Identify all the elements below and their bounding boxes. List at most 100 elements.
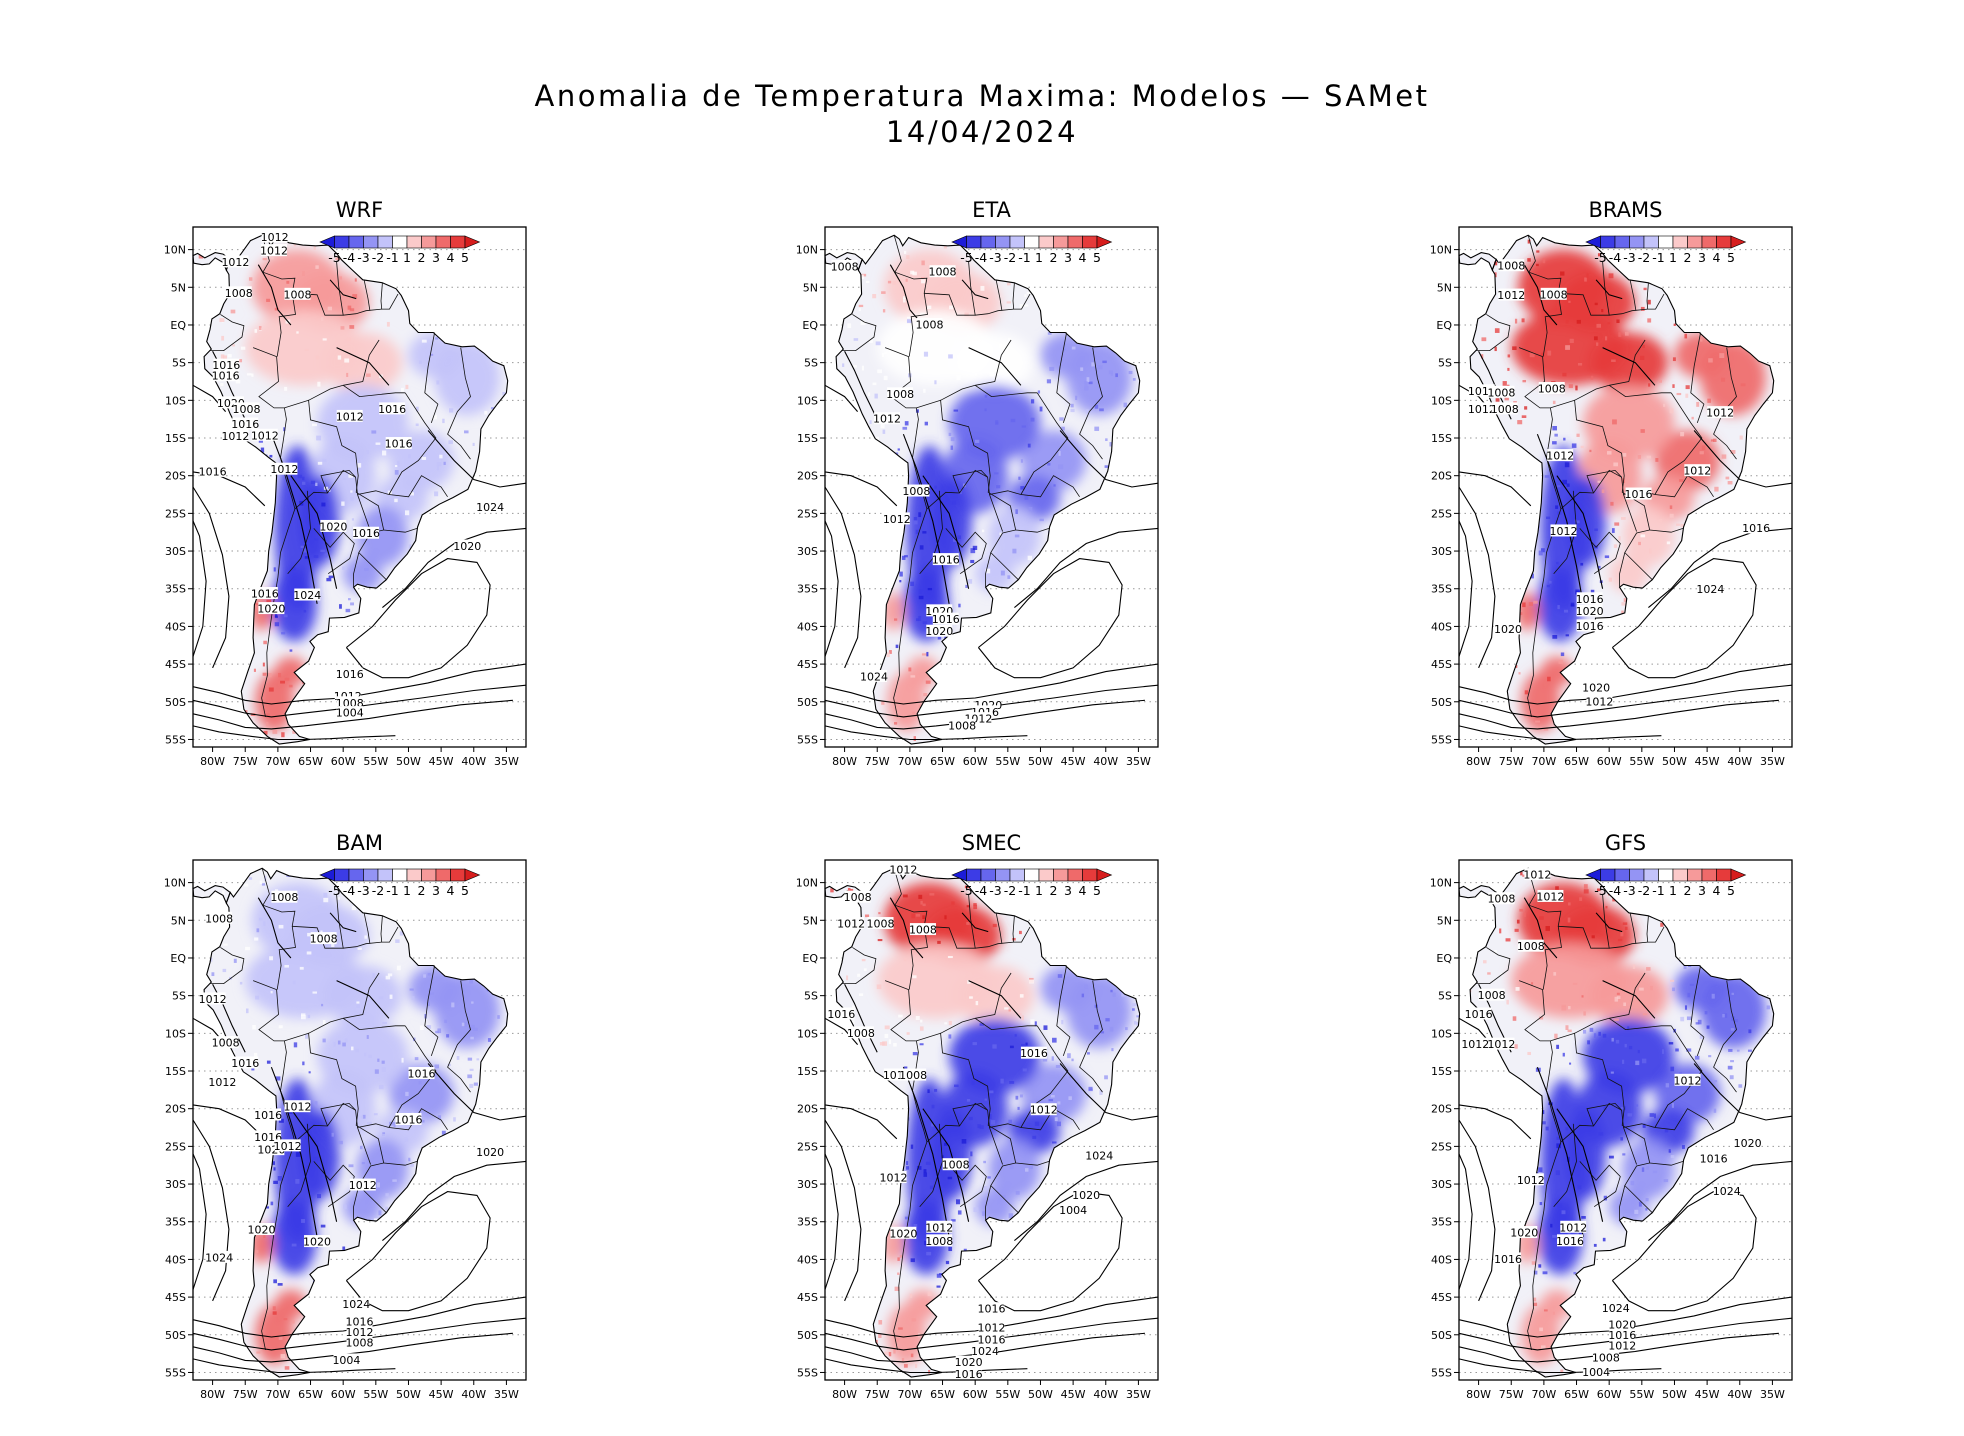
isobar-label: 1012 — [978, 1322, 1006, 1335]
colorbar-swatch — [1067, 235, 1083, 249]
isobar-label: 1012 — [221, 430, 249, 443]
isobar-label-box — [261, 230, 288, 243]
lat-tick-label: 25S — [797, 1140, 818, 1153]
isobar-label: 1008 — [902, 485, 930, 498]
isobar-label-box — [1498, 259, 1525, 272]
anomaly-region-south — [1609, 1187, 1649, 1226]
isobar-label-box — [271, 462, 298, 475]
colorbar-swatch — [966, 868, 982, 882]
isobar-label: 1020 — [1510, 1227, 1538, 1240]
isobar-label-box — [880, 1171, 907, 1184]
isobar-label: 1012 — [1468, 403, 1496, 416]
colorbar-swatch — [348, 235, 364, 249]
lat-tick-label: 50S — [797, 696, 818, 709]
isobar-label: 1020 — [1494, 623, 1522, 636]
lat-tick-label: EQ — [170, 952, 186, 965]
isobar-label: 1016 — [394, 1114, 422, 1127]
isobar-label: 1008 — [205, 912, 233, 925]
colorbar-label: -5 — [328, 250, 340, 265]
colorbar-swatch — [1038, 235, 1054, 249]
isobar-label-box — [1086, 1149, 1113, 1162]
isobar-label-box — [900, 1068, 927, 1081]
isobar-label-box — [225, 286, 252, 299]
colorbar-label: -4 — [1609, 883, 1622, 898]
isobar-label-box — [978, 1302, 1005, 1315]
isobar-label-box — [1491, 402, 1518, 415]
isobar-contours — [192, 897, 527, 1374]
isobar-label-box — [1592, 1351, 1619, 1364]
anomaly-region-northeast — [1040, 332, 1093, 378]
coastline — [203, 867, 509, 1378]
colorbar-label: 2 — [418, 250, 426, 265]
anomaly-region-andes — [300, 475, 340, 567]
colorbar-swatch — [450, 235, 466, 249]
lat-tick-label: 10N — [1430, 244, 1452, 257]
lat-tick-label: 55S — [1431, 733, 1452, 746]
isobar-label-box — [1468, 402, 1495, 415]
isobar-label-box — [955, 1367, 982, 1380]
isobar-label-box — [929, 265, 956, 278]
isobar-label-box — [916, 317, 943, 330]
isobar-label: 1012 — [221, 256, 249, 269]
lat-tick-label: 5S — [1438, 990, 1452, 1003]
colorbar-swatch — [1687, 868, 1703, 882]
isobar-label-box — [353, 526, 380, 539]
lat-tick-label: EQ — [802, 952, 818, 965]
colorbar-arrow-high — [1096, 868, 1113, 882]
lat-tick-label: 5N — [803, 281, 818, 294]
lon-tick-label: 80W — [1466, 1388, 1491, 1401]
isobar-label: 1020 — [1576, 605, 1604, 618]
colorbar-swatch — [1082, 235, 1098, 249]
isobar-label-box — [336, 409, 363, 422]
lon-tick-label: 70W — [897, 755, 922, 768]
panel-title: BAM — [336, 831, 383, 855]
colorbar-swatch — [421, 235, 437, 249]
lat-tick-label: 55S — [165, 733, 186, 746]
lon-tick-label: 70W — [1531, 755, 1556, 768]
lon-tick-label: 65W — [1564, 755, 1589, 768]
colorbar-arrow-high — [464, 868, 481, 882]
colorbar-label: -2 — [372, 250, 384, 265]
colorbar-label: -3 — [989, 250, 1001, 265]
lon-tick-label: 70W — [265, 1388, 290, 1401]
colorbar-swatch — [1614, 235, 1630, 249]
lat-tick-label: 55S — [797, 733, 818, 746]
colorbar-swatch — [1082, 868, 1098, 882]
isobar-label-box — [1560, 1220, 1587, 1233]
colorbar-label: 2 — [1050, 883, 1058, 898]
lat-tick-label: 5S — [804, 357, 818, 370]
anomaly-region-amazon — [1589, 965, 1668, 1026]
panel-title: GFS — [1605, 831, 1646, 855]
isobar-label: 1012 — [1546, 450, 1574, 463]
isobar-label-box — [343, 1297, 370, 1310]
lon-tick-label: 50W — [1662, 755, 1687, 768]
lon-tick-label: 35W — [1760, 755, 1785, 768]
isobar-label-box — [926, 624, 953, 637]
isobar-label: 1004 — [1059, 1204, 1087, 1217]
colorbar-swatch — [1038, 868, 1054, 882]
figure-title: Anomalia de Temperatura Maxima: Modelos … — [0, 78, 1964, 150]
isobar-label: 1012 — [1487, 1038, 1515, 1051]
isobar-label: 1012 — [1523, 869, 1551, 882]
anomaly-region-andes — [271, 1199, 318, 1275]
isobar-label-box — [255, 1108, 282, 1121]
coastline-central-america — [192, 885, 231, 905]
isobar-label-box — [274, 1139, 301, 1152]
isobar-label-box — [212, 1036, 239, 1049]
colorbar-swatch — [435, 868, 451, 882]
isobar-label-box — [949, 718, 976, 731]
lon-tick-label: 40W — [1727, 755, 1752, 768]
isobar-label-box — [304, 1235, 331, 1248]
colorbar-swatch — [966, 235, 982, 249]
colorbar-label: -3 — [357, 883, 369, 898]
lat-tick-label: 30S — [797, 1178, 818, 1191]
isobar-label: 1008 — [233, 403, 261, 416]
lon-tick-label: 70W — [1531, 1388, 1556, 1401]
isobar-label: 1024 — [476, 501, 504, 514]
lon-tick-label: 60W — [963, 1388, 988, 1401]
panel-title: SMEC — [962, 831, 1021, 855]
isobar-label-box — [1583, 1365, 1610, 1378]
lon-tick-label: 80W — [832, 755, 857, 768]
